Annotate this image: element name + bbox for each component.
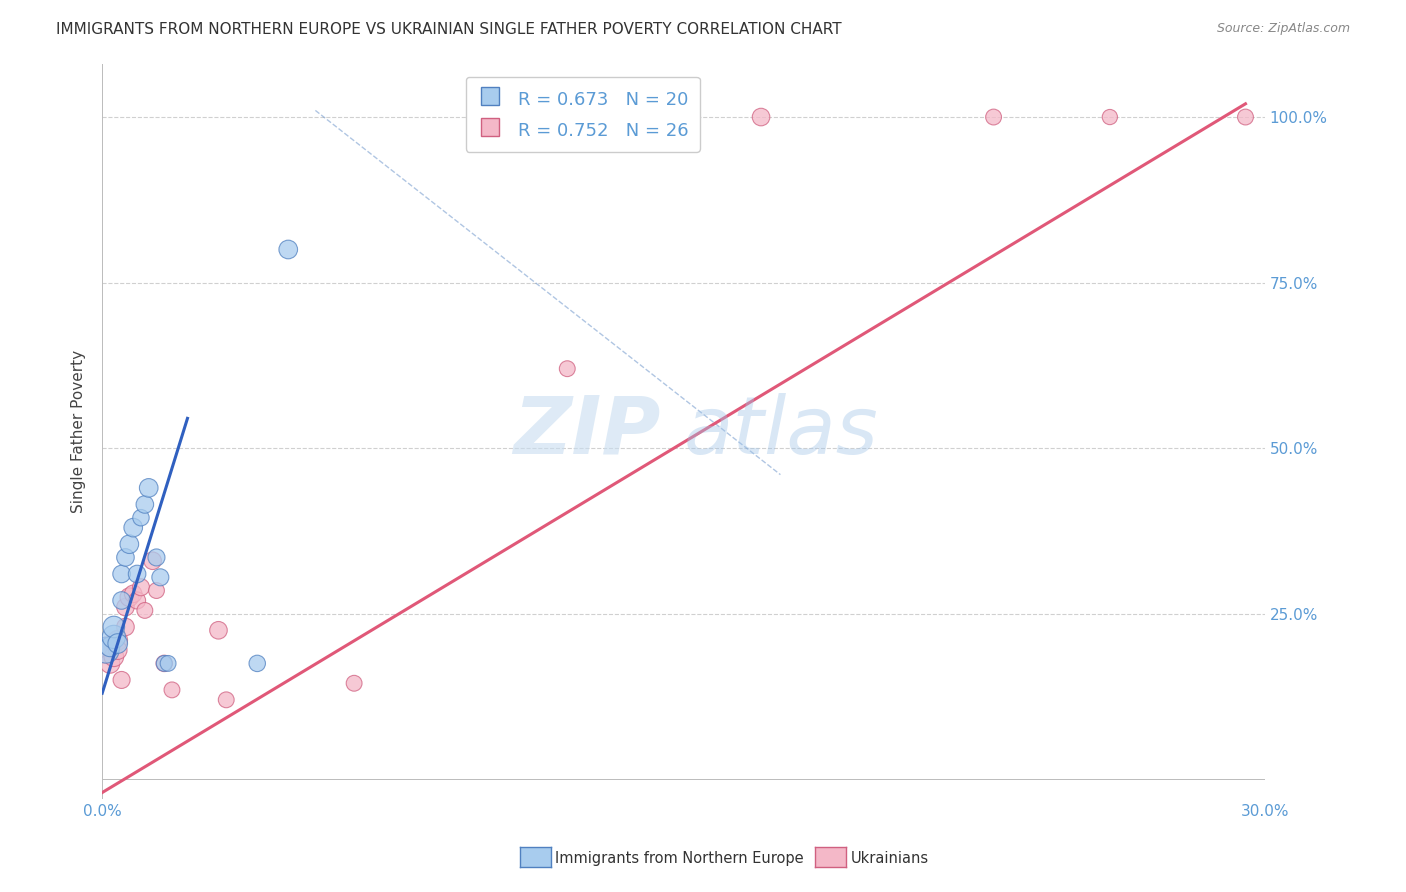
Point [103,649,125,664]
Point [114,550,136,565]
Point [134,498,156,512]
Point [103,630,125,644]
Point [94,643,117,657]
Point [983,110,1005,124]
Point [129,510,152,524]
Point [343,676,366,690]
Point [153,657,176,671]
Point [107,643,129,657]
Point [98,657,121,671]
Point [277,243,299,257]
Text: ZIP: ZIP [513,392,661,471]
Point [749,110,772,124]
Point [107,633,129,648]
Point [138,481,160,495]
Point [110,566,132,581]
Point [129,580,152,594]
Point [94,643,117,657]
Point [160,682,183,697]
Legend: R = 0.673   N = 20, R = 0.752   N = 26: R = 0.673 N = 20, R = 0.752 N = 26 [465,77,700,152]
Text: Ukrainians: Ukrainians [851,851,929,865]
Point [122,587,145,601]
Point [555,361,578,376]
Point [246,657,269,671]
Point [215,693,238,707]
Text: atlas: atlas [683,392,879,471]
Point [98,640,121,654]
Point [114,600,136,615]
Point [107,636,129,650]
Point [157,657,180,671]
Point [145,550,167,565]
Point [118,590,141,604]
Point [98,640,121,654]
Point [114,620,136,634]
Point [122,521,145,535]
Point [110,593,132,607]
Point [118,537,141,551]
Point [207,624,229,638]
Text: Immigrants from Northern Europe: Immigrants from Northern Europe [555,851,804,865]
Point [134,603,156,617]
Text: Source: ZipAtlas.com: Source: ZipAtlas.com [1216,22,1350,36]
Point [149,570,172,584]
Point [1234,110,1257,124]
Point [1098,110,1121,124]
Point [110,673,132,687]
Point [153,657,176,671]
Text: IMMIGRANTS FROM NORTHERN EUROPE VS UKRAINIAN SINGLE FATHER POVERTY CORRELATION C: IMMIGRANTS FROM NORTHERN EUROPE VS UKRAI… [56,22,842,37]
Y-axis label: Single Father Poverty: Single Father Poverty [72,350,86,513]
Point [145,583,167,598]
Point [127,566,149,581]
Point [103,620,125,634]
Point [127,593,149,607]
Point [142,554,165,568]
